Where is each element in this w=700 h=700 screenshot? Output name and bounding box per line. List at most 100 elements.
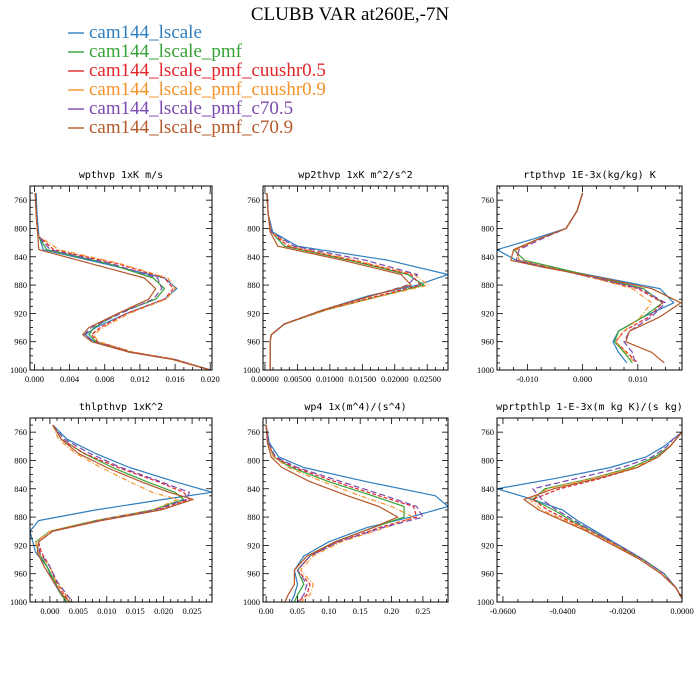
- panel: wp4 1x(m^4)/(s^4)76080084088092096010000…: [243, 402, 449, 616]
- y-tick-label: 960: [14, 569, 27, 579]
- series-line: [497, 192, 675, 364]
- series-line: [532, 431, 682, 599]
- x-tick-label: -0.0600: [490, 606, 516, 616]
- y-tick-label: 960: [481, 569, 494, 579]
- series-line: [515, 192, 653, 364]
- legend-label: cam144_lscale_pmf_c70.9: [89, 117, 293, 138]
- panels: wpthvp 1xK m/s76080084088092096010000.00…: [10, 170, 694, 616]
- x-tick-label: 0.000: [573, 374, 592, 384]
- y-tick-label: 960: [481, 337, 494, 347]
- y-tick-label: 800: [247, 455, 260, 465]
- panel-title: wpthvp 1xK m/s: [79, 170, 163, 181]
- y-tick-label: 920: [481, 540, 494, 550]
- y-tick-label: 760: [14, 195, 27, 205]
- x-tick-label: 0.012: [130, 374, 149, 384]
- x-tick-label: 0.01000: [316, 374, 344, 384]
- y-tick-label: 800: [14, 455, 27, 465]
- x-tick-label: 0.004: [60, 374, 80, 384]
- series-line: [266, 193, 448, 370]
- y-tick-label: 800: [14, 223, 27, 233]
- series-line: [265, 425, 405, 602]
- plot-frame: [29, 417, 213, 603]
- legend-label: cam144_lscale_pmf: [89, 41, 243, 62]
- plot-frame: [496, 417, 683, 603]
- y-tick-label: 1000: [243, 365, 260, 375]
- x-tick-label: 0.25: [415, 606, 430, 616]
- x-tick-label: 0.00: [259, 606, 274, 616]
- series-line: [35, 193, 211, 370]
- y-tick-label: 840: [481, 484, 494, 494]
- x-tick-label: 0.015: [126, 606, 145, 616]
- x-tick-label: 0.0000: [670, 606, 693, 616]
- x-tick-label: 0.000: [40, 606, 59, 616]
- y-tick-label: 840: [481, 252, 494, 262]
- series-line: [37, 424, 190, 602]
- panel-title: rtpthvp 1E-3x(kg/kg) K: [523, 170, 655, 181]
- panel-title: wprtpthlp 1-E-3x(m kg K)/(s kg): [496, 402, 683, 413]
- series-line: [265, 425, 424, 602]
- y-tick-label: 1000: [243, 597, 260, 607]
- y-tick-label: 760: [247, 195, 260, 205]
- y-tick-label: 920: [247, 540, 260, 550]
- x-tick-label: 0.010: [97, 606, 116, 616]
- y-tick-label: 880: [247, 512, 260, 522]
- series-line: [266, 193, 422, 370]
- y-tick-label: 880: [14, 280, 27, 290]
- series-line: [36, 424, 194, 602]
- y-tick-label: 960: [247, 569, 260, 579]
- series-line: [266, 193, 430, 370]
- x-tick-label: -0.0400: [550, 606, 576, 616]
- y-tick-label: 840: [14, 484, 27, 494]
- panel: wp2thvp 1xK m^2/s^2 760 800 840 880 920 960 100…: [243, 170, 449, 384]
- series-line: [510, 192, 682, 364]
- plot-frame: [262, 417, 449, 603]
- y-tick-label: 880: [481, 280, 494, 290]
- x-tick-label: 0.008: [95, 374, 114, 384]
- y-tick-label: 800: [481, 455, 494, 465]
- y-tick-label: 880: [247, 280, 260, 290]
- series-line: [30, 424, 212, 602]
- y-tick-label: 880: [14, 512, 27, 522]
- x-tick-label: -0.010: [516, 374, 538, 384]
- series-line: [515, 192, 666, 364]
- series-line: [34, 193, 211, 370]
- series-line: [34, 193, 211, 370]
- panel: rtpthvp 1E-3x(kg/kg) K 760 800 840 880 920 960…: [477, 170, 683, 384]
- y-tick-label: 760: [247, 427, 260, 437]
- x-tick-label: 0.016: [166, 374, 185, 384]
- x-tick-label: -0.0200: [609, 606, 635, 616]
- y-tick-label: 800: [247, 223, 260, 233]
- panel: thlpthvp 1xK^2 760 800 840 880 920 960 1000 0.00…: [10, 402, 213, 616]
- x-tick-label: 0.15: [353, 606, 368, 616]
- x-tick-label: 0.20: [384, 606, 399, 616]
- series-line: [266, 193, 412, 370]
- series-line: [34, 193, 211, 370]
- y-tick-label: 920: [481, 308, 494, 318]
- panel: wpthvp 1xK m/s76080084088092096010000.00…: [10, 170, 220, 384]
- figure-title: CLUBB VAR at260E,-7N: [251, 4, 450, 25]
- series-line: [515, 192, 664, 364]
- plot-frame: [262, 185, 449, 371]
- y-tick-label: 840: [247, 252, 260, 262]
- y-tick-label: 760: [481, 195, 494, 205]
- series-line: [34, 193, 211, 370]
- y-tick-label: 960: [247, 337, 260, 347]
- series-line: [265, 424, 448, 602]
- series-line: [265, 425, 399, 602]
- x-tick-label: 0.02000: [381, 374, 409, 384]
- x-tick-label: 0.005: [69, 606, 88, 616]
- x-tick-label: 0.010: [628, 374, 647, 384]
- series-line: [35, 424, 185, 602]
- x-tick-label: 0.020: [154, 606, 173, 616]
- y-tick-label: 1000: [477, 365, 494, 375]
- series-line: [523, 431, 682, 599]
- x-tick-label: 0.02500: [413, 374, 441, 384]
- series-line: [266, 193, 425, 370]
- legend-label: cam144_lscale_pmf_cuushr0.9: [89, 79, 326, 100]
- y-tick-label: 760: [14, 427, 27, 437]
- panel-title: wp2thvp 1xK m^2/s^2: [298, 170, 412, 181]
- y-tick-label: 920: [14, 308, 27, 318]
- y-tick-label: 880: [481, 512, 494, 522]
- x-tick-label: 0.01500: [349, 374, 377, 384]
